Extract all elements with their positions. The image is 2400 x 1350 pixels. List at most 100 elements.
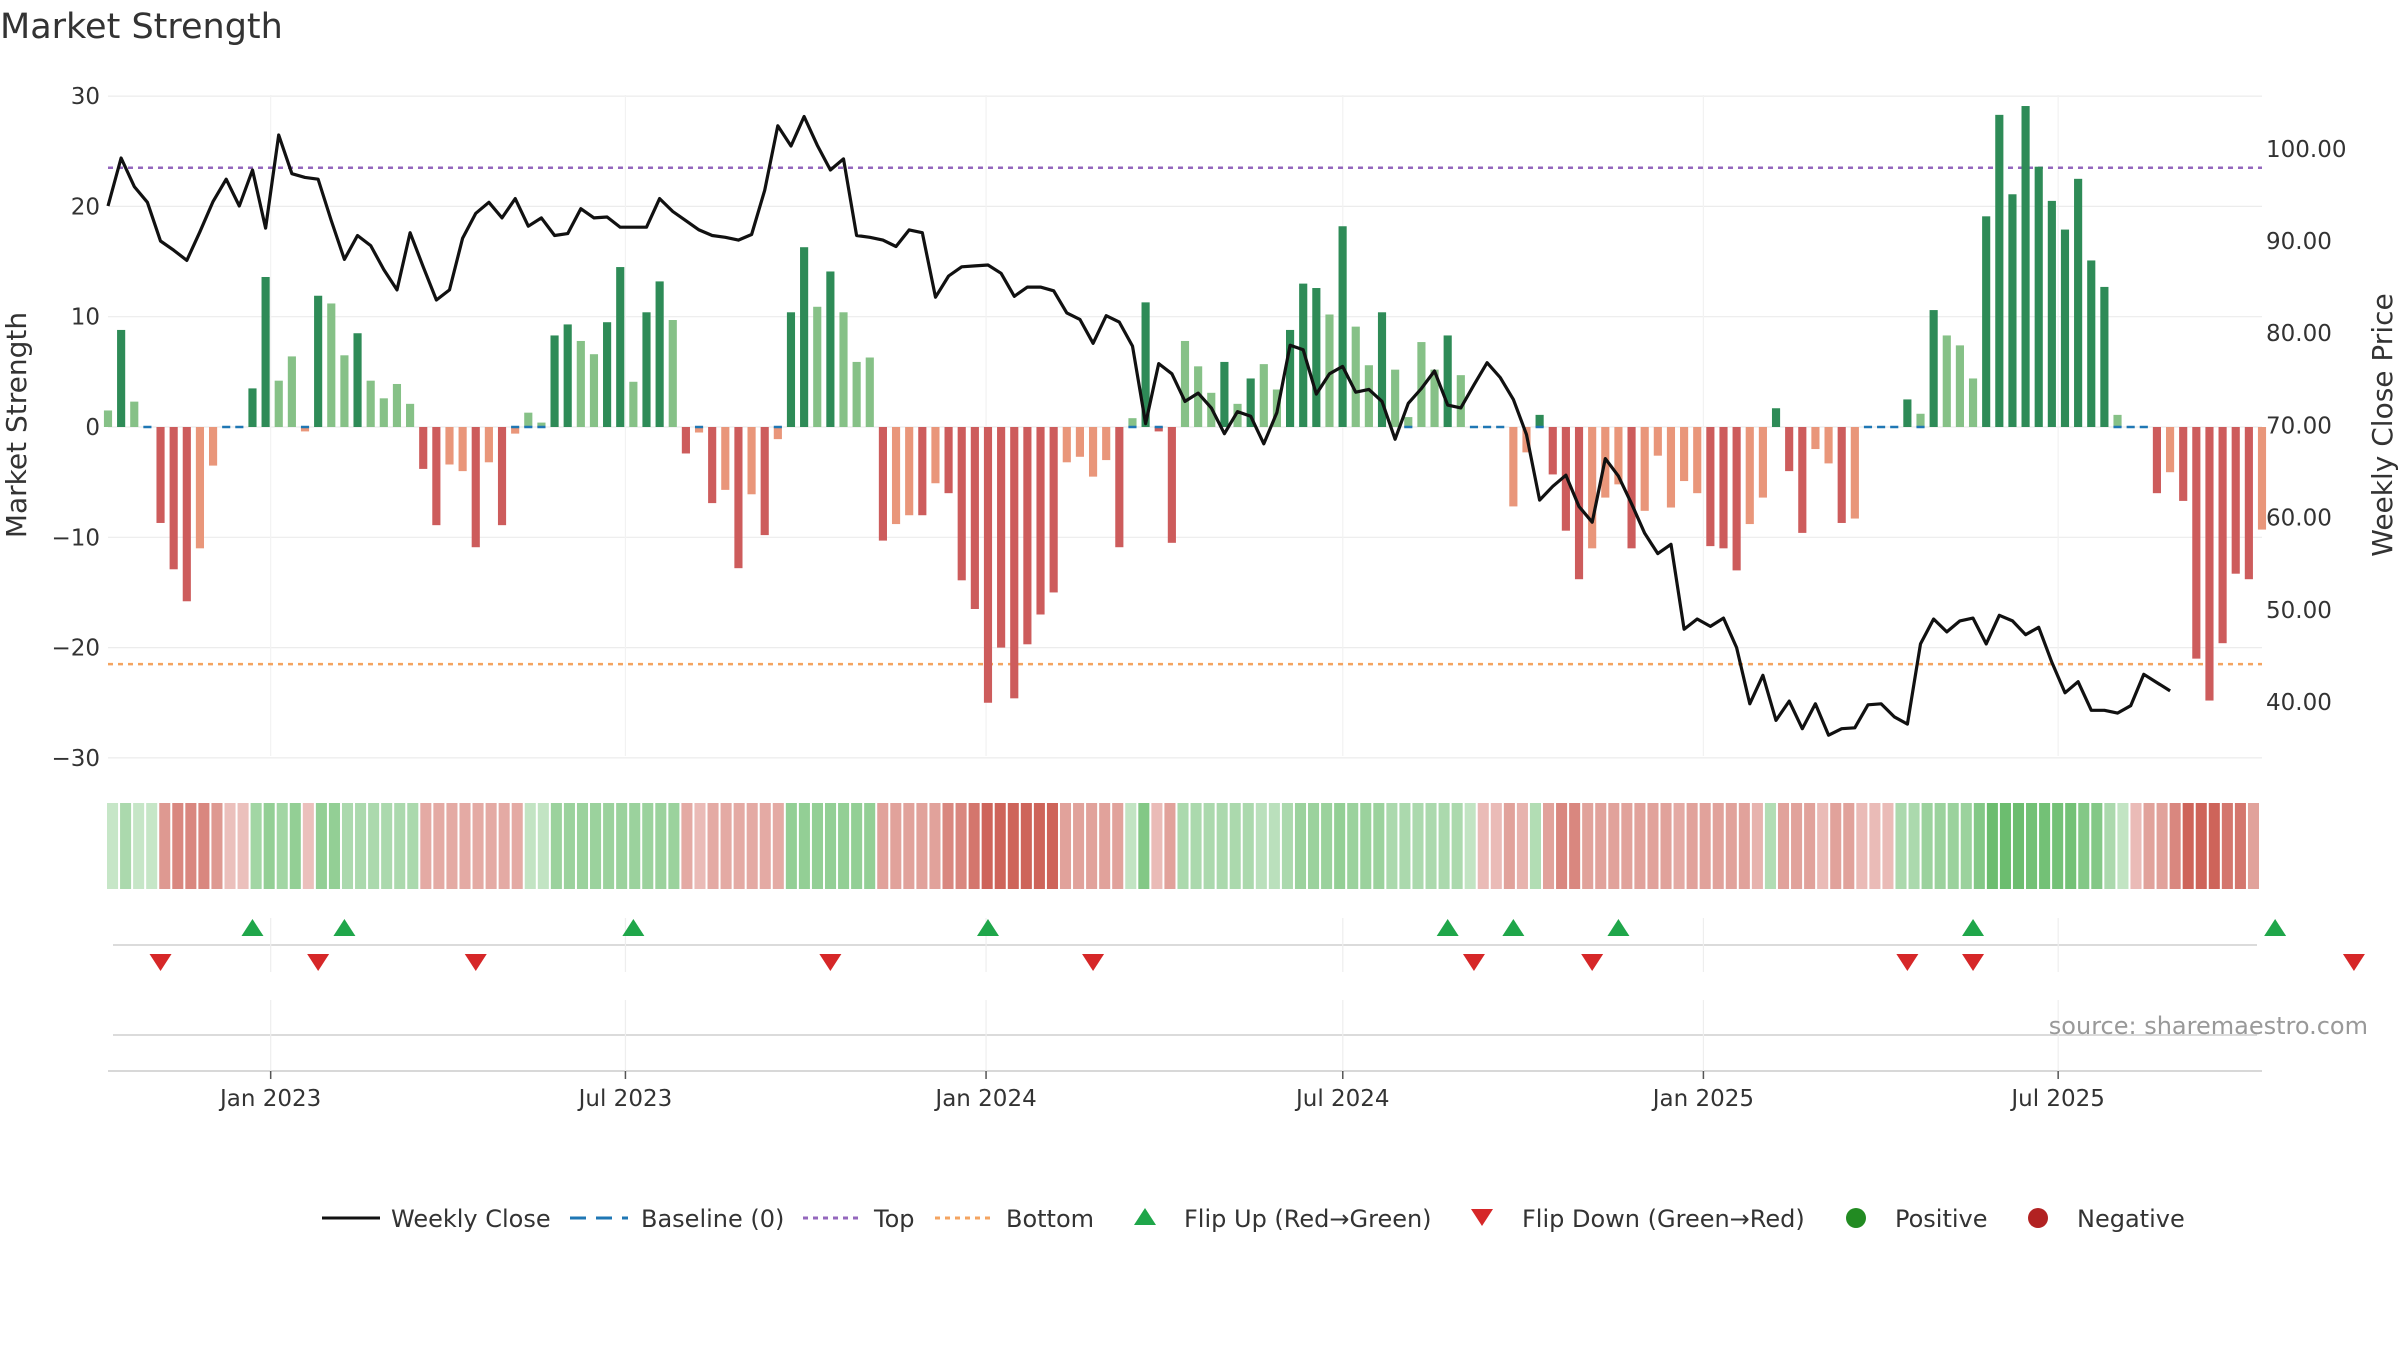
strip-cell: [2026, 803, 2038, 889]
strip-cell: [1777, 803, 1790, 889]
strip-cell: [302, 803, 314, 889]
strength-bar: [852, 361, 861, 427]
left-tick-label: 10: [71, 305, 100, 331]
strength-bar: [1798, 427, 1807, 533]
strength-bar: [314, 295, 323, 427]
strip-cell: [485, 803, 497, 889]
strength-bar: [918, 427, 927, 516]
strip-cell: [1308, 803, 1320, 889]
strip-cell: [2195, 803, 2207, 889]
strip-cell: [1268, 803, 1280, 889]
strip-cell: [2130, 803, 2142, 889]
strip-cell: [1451, 803, 1463, 889]
strength-bar: [1811, 427, 1820, 450]
strip-cell: [864, 803, 876, 889]
strip-cell: [890, 803, 902, 889]
chart-title: Market Strength: [0, 7, 283, 47]
strip-cell: [1151, 803, 1163, 889]
strength-bar: [1640, 427, 1649, 511]
strength-bar: [1062, 427, 1071, 463]
strength-bar: [248, 388, 257, 427]
strip-cell: [825, 803, 837, 889]
strip-cell: [955, 803, 967, 889]
strip-cell: [772, 803, 784, 889]
strength-bar: [1115, 427, 1124, 548]
strength-bar: [1982, 216, 1991, 427]
strength-bar: [2034, 166, 2043, 427]
flip-down-marker: [819, 954, 842, 971]
strip-cell: [2039, 803, 2051, 889]
strip-cell: [1386, 803, 1398, 889]
strength-bar: [931, 427, 940, 484]
legend-label: Positive: [1895, 1205, 1988, 1233]
strip-cell: [1399, 803, 1411, 889]
strip-cell: [172, 803, 184, 889]
strip-cell: [420, 803, 432, 889]
strength-bar: [642, 312, 651, 427]
strength-bar: [2100, 286, 2109, 427]
strength-bar: [1102, 427, 1111, 461]
strength-bar: [2192, 427, 2201, 659]
strength-bar: [905, 427, 914, 516]
strip-cell: [1216, 803, 1228, 889]
strip-cell: [1464, 803, 1476, 889]
strength-bar: [1167, 427, 1176, 543]
strength-bar: [484, 427, 493, 463]
strength-bar: [340, 355, 349, 427]
strength-bar: [1850, 427, 1859, 519]
right-tick-label: 90.00: [2266, 229, 2332, 255]
flip-up-marker: [2264, 919, 2287, 936]
strip-cell: [2104, 803, 2116, 889]
strip-cell: [276, 803, 288, 889]
strip-cell: [328, 803, 340, 889]
weekly-close-line: [106, 114, 2171, 737]
strip-cell: [1960, 803, 1972, 889]
strip-cell: [929, 803, 941, 889]
strength-bar: [1680, 427, 1689, 482]
strength-bar: [970, 427, 979, 609]
strength-bar: [392, 383, 402, 427]
strength-bar: [694, 427, 704, 433]
strength-bar: [800, 247, 809, 427]
strip-cell: [1190, 803, 1202, 889]
strength-bar: [721, 427, 730, 490]
strength-bar: [1745, 427, 1754, 525]
strip-cell: [1999, 803, 2011, 889]
strength-bar: [432, 427, 441, 526]
legend-label: Negative: [2077, 1205, 2185, 1233]
strength-bar: [589, 354, 599, 427]
strip-cell: [1321, 803, 1333, 889]
strength-bar: [497, 427, 507, 526]
strength-bar: [786, 312, 796, 427]
strength-bar: [130, 401, 139, 427]
legend: Weekly Close Baseline (0) Top Bottom Flip Up…: [322, 1205, 2185, 1233]
strip-cell: [2234, 803, 2246, 889]
strip-cell: [681, 803, 693, 889]
strip-cell: [1138, 803, 1150, 889]
strip-cell: [1569, 803, 1581, 889]
strength-bar: [2087, 260, 2096, 427]
strip-cell: [341, 803, 354, 889]
strip-cell: [942, 803, 954, 889]
strength-bar: [826, 271, 835, 427]
strip-cell: [263, 803, 275, 889]
strength-bar: [1824, 427, 1833, 464]
right-tick-label: 100.00: [2266, 137, 2346, 163]
strip-cell: [746, 803, 758, 889]
strength-bar: [2205, 427, 2214, 701]
strength-bar: [103, 410, 113, 427]
strength-bar: [1758, 427, 1767, 498]
strip-cell: [838, 803, 850, 889]
strength-bar: [1391, 369, 1400, 427]
strip-cell: [1856, 803, 1868, 889]
flip-up-marker: [1502, 919, 1525, 936]
legend-swatch: [2028, 1208, 2048, 1228]
strip-cell: [2117, 803, 2129, 889]
source-text: source: sharemaestro.com: [2049, 1012, 2368, 1040]
strip-cell: [133, 803, 145, 889]
flip-up-marker: [1962, 919, 1985, 936]
strength-bar: [1719, 427, 1728, 549]
x-tick-label: Jan 2024: [933, 1086, 1036, 1112]
strip-cell: [1020, 803, 1032, 889]
strip-cell: [1347, 803, 1359, 889]
